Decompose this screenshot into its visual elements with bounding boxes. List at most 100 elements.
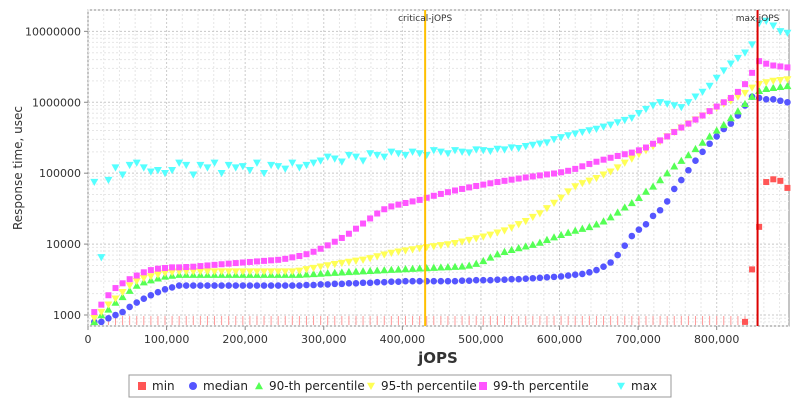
point-90-th-percentile	[641, 187, 650, 195]
point-median	[571, 271, 579, 279]
point-99-th-percentile	[303, 251, 310, 258]
point-90-th-percentile	[387, 265, 396, 273]
point-max	[557, 134, 566, 142]
point-99-th-percentile	[190, 263, 197, 270]
point-90-th-percentile	[351, 267, 360, 275]
point-95-th-percentile	[740, 89, 749, 98]
point-99-th-percentile	[126, 276, 133, 283]
point-95-th-percentile	[769, 77, 778, 85]
point-99-th-percentile	[162, 265, 169, 272]
point-median	[281, 282, 289, 289]
legend-marker-95-th-percentile	[367, 382, 375, 390]
point-99-th-percentile	[91, 309, 98, 316]
point-median	[600, 263, 607, 271]
point-95-th-percentile	[111, 295, 120, 303]
point-max	[359, 157, 368, 165]
point-max	[139, 164, 148, 172]
point-99-th-percentile	[586, 160, 593, 167]
point-90-th-percentile	[373, 266, 382, 274]
point-99-th-percentile	[374, 210, 381, 217]
point-90-th-percentile	[302, 270, 311, 278]
point-95-th-percentile	[564, 188, 573, 196]
point-95-th-percentile	[748, 84, 757, 92]
point-99-th-percentile	[225, 260, 232, 267]
point-max	[330, 155, 339, 163]
point-90-th-percentile	[557, 230, 566, 239]
point-90-th-percentile	[104, 305, 113, 313]
point-90-th-percentile	[769, 83, 778, 91]
point-90-th-percentile	[712, 126, 721, 134]
point-99-th-percentile	[105, 292, 112, 299]
point-99-th-percentile	[282, 255, 289, 262]
point-max	[97, 254, 106, 262]
point-median	[119, 308, 126, 316]
point-99-th-percentile	[522, 174, 529, 181]
point-median	[296, 282, 303, 289]
point-99-th-percentile	[642, 144, 649, 151]
point-median	[126, 303, 133, 311]
point-max	[762, 17, 771, 25]
point-95-th-percentile	[451, 239, 460, 248]
point-max	[571, 130, 580, 138]
point-99-th-percentile	[140, 269, 147, 276]
point-max	[514, 145, 523, 153]
point-95-th-percentile	[210, 268, 219, 276]
point-90-th-percentile	[677, 156, 686, 164]
point-95-th-percentile	[245, 268, 254, 276]
point-95-th-percentile	[189, 268, 198, 276]
point-90-th-percentile	[740, 99, 749, 108]
point-min	[756, 223, 763, 230]
point-max	[740, 49, 749, 57]
point-max	[578, 128, 587, 137]
point-max	[337, 158, 346, 166]
point-90-th-percentile	[458, 262, 467, 270]
point-99-th-percentile	[388, 203, 395, 210]
point-90-th-percentile	[606, 213, 615, 221]
point-max	[458, 148, 467, 156]
point-median	[232, 282, 240, 289]
point-99-th-percentile	[430, 192, 437, 199]
point-95-th-percentile	[330, 261, 339, 269]
point-min	[741, 318, 748, 325]
point-99-th-percentile	[232, 260, 239, 267]
point-max	[210, 159, 219, 167]
point-95-th-percentile	[550, 199, 559, 207]
point-95-th-percentile	[783, 76, 792, 84]
data-points	[90, 17, 792, 326]
reference-label-max-jops: max-jOPS	[736, 14, 780, 24]
point-median	[536, 274, 544, 282]
point-max	[733, 54, 742, 63]
point-99-th-percentile	[777, 63, 784, 70]
point-95-th-percentile	[309, 264, 318, 273]
point-99-th-percentile	[381, 206, 388, 213]
point-median	[508, 275, 515, 283]
point-median	[324, 281, 331, 288]
point-90-th-percentile	[507, 245, 516, 254]
point-99-th-percentile	[635, 147, 642, 154]
point-median	[409, 277, 416, 285]
point-99-th-percentile	[367, 215, 374, 222]
point-median	[678, 176, 685, 184]
point-95-th-percentile	[535, 210, 544, 218]
point-max	[606, 121, 615, 129]
legend-marker-99-th-percentile	[479, 382, 487, 390]
point-max	[585, 127, 594, 135]
point-95-th-percentile	[295, 267, 304, 275]
point-95-th-percentile	[514, 221, 523, 229]
point-max	[380, 153, 389, 161]
point-max	[351, 153, 360, 161]
point-99-th-percentile	[253, 258, 260, 265]
x-tick-label: 500,000	[458, 333, 504, 346]
point-90-th-percentile	[762, 84, 771, 92]
point-99-th-percentile	[268, 257, 275, 264]
point-max	[288, 159, 297, 167]
y-tick-label: 100000	[39, 167, 81, 180]
point-90-th-percentile	[132, 281, 141, 289]
point-median	[656, 206, 664, 214]
legend-label-median: median	[203, 379, 248, 393]
point-median	[105, 314, 112, 322]
point-99-th-percentile	[628, 149, 635, 156]
point-95-th-percentile	[599, 171, 608, 179]
